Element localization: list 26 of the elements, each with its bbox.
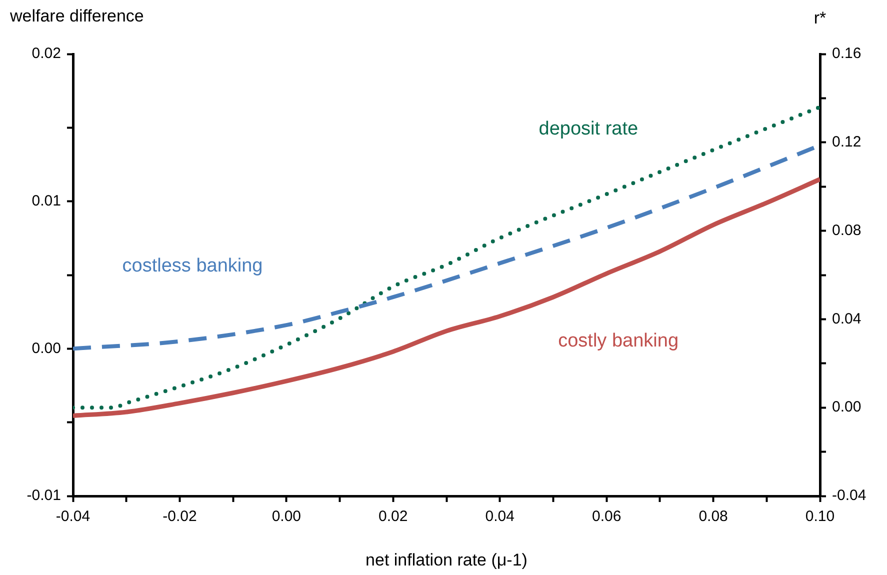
x-tick-label: 0.02 [378, 508, 408, 526]
line-series [73, 105, 820, 410]
series-label: costly banking [558, 330, 679, 352]
y-tick-label: -0.01 [26, 487, 61, 504]
y2-axis-title: r* [814, 8, 827, 28]
x-tick-label: 0.08 [698, 508, 728, 526]
x-tick-label: -0.02 [162, 508, 197, 526]
text: costless banking [122, 255, 263, 276]
x-tick-label: 0.04 [485, 508, 514, 526]
text: deposit rate [538, 118, 638, 140]
y-axis-title: welfare difference [9, 6, 144, 26]
x-axis-title: net inflation rate (μ-1) [366, 550, 528, 570]
y2-tick-label: 0.08 [832, 222, 862, 239]
y2-tick-label: 0.12 [832, 134, 862, 151]
x-tick-label: -0.04 [56, 508, 90, 526]
y-tick-label: 0.00 [32, 340, 61, 357]
y2-tick-label: 0.04 [832, 310, 862, 328]
x-tick-label: 0.10 [805, 508, 835, 526]
x-tick-label: 0.00 [272, 508, 302, 526]
x-tick-label: 0.06 [592, 508, 622, 526]
y-tick-label: 0.01 [32, 192, 61, 210]
y2-tick-label: 0.00 [832, 398, 862, 416]
y-tick-label: 0.02 [32, 45, 61, 62]
y2-tick-label: -0.04 [832, 487, 866, 504]
y2-tick-label: 0.16 [832, 45, 862, 62]
line-series [73, 176, 820, 418]
